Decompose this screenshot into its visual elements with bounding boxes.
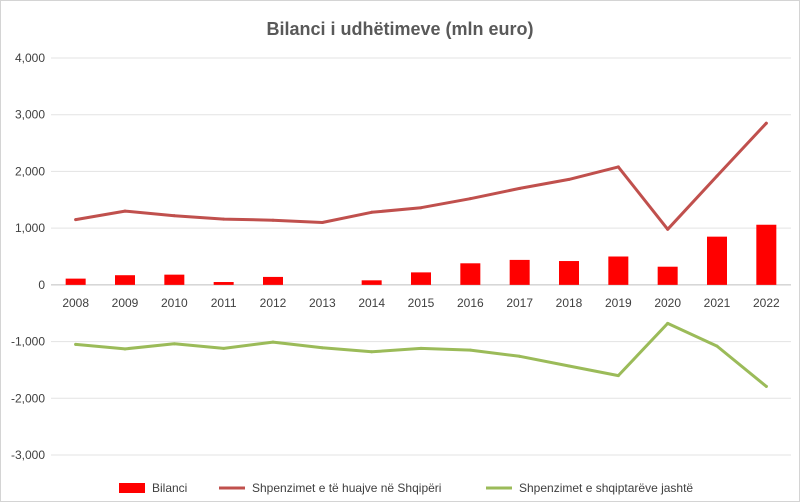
x-tick-label: 2012 [260,296,287,310]
line-point [370,350,374,354]
line-point [518,186,522,190]
x-tick-label: 2011 [211,296,237,310]
line-point [271,340,275,344]
gridlines [51,57,791,456]
line-point [616,374,620,378]
line-point [468,197,472,201]
line-series [74,121,768,388]
x-tick-label: 2010 [161,296,188,310]
y-tick-label: 2,000 [15,164,45,178]
x-tick-label: 2014 [358,296,385,310]
bar-bilanci [411,272,431,285]
bar-bilanci [115,275,135,285]
y-tick-label: -2,000 [11,391,45,405]
line-point [419,206,423,210]
bar-bilanci [164,274,185,285]
line-point [764,384,768,388]
line-point [666,227,670,231]
x-tick-label: 2021 [704,296,731,310]
x-axis: 2008 2009 2010 2011 2012 2013 2014 2015 2016 2017… [62,296,780,310]
y-tick-label: -3,000 [11,448,45,462]
x-tick-label: 2016 [457,296,484,310]
y-tick-label: -1,000 [11,335,45,349]
x-tick-label: 2022 [753,296,780,310]
bar-bilanci [361,280,382,285]
bar-bilanci [460,263,481,285]
legend: Bilanci Shpenzimet e të huajve në Shqipër… [119,481,693,495]
line-point [468,348,472,352]
legend-label: Shpenzimet e të huajve në Shqipëri [252,481,441,495]
x-tick-label: 2017 [506,296,533,310]
line-point [666,321,670,325]
legend-label: Bilanci [152,481,187,495]
line-point [616,165,620,169]
line-point [74,342,78,346]
line-point [320,346,324,350]
y-axis: 4,000 3,000 2,000 1,000 0 -1,000 -2,000 -3,000 [11,51,45,462]
line-point [271,218,275,222]
y-tick-label: 1,000 [15,221,45,235]
y-tick-label: 4,000 [15,51,45,65]
line-albanians-spending [74,321,768,388]
line-point [74,218,78,222]
x-tick-label: 2009 [112,296,139,310]
bar-bilanci [707,236,727,285]
line-point [123,347,127,351]
line-point [172,342,176,346]
line-point [370,210,374,214]
line-point [222,217,226,221]
chart-title: Bilanci i udhëtimeve (mln euro) [266,19,533,39]
x-tick-label: 2018 [556,296,583,310]
line-point [419,346,423,350]
x-tick-label: 2008 [62,296,89,310]
bar-bilanci [756,224,777,285]
bar-series [65,224,777,285]
legend-swatch-bilanci [119,483,145,493]
legend-label: Shpenzimet e shqiptarëve jashtë [519,481,693,495]
bar-bilanci [65,278,86,285]
bar-bilanci [559,261,579,285]
line-point [320,220,324,224]
x-tick-label: 2019 [605,296,632,310]
line-point [764,121,768,125]
line-foreigners-spending [74,121,768,231]
y-tick-label: 0 [38,278,45,292]
x-tick-label: 2020 [654,296,681,310]
bar-bilanci [608,256,629,285]
bar-bilanci [263,276,283,285]
line-point [518,354,522,358]
bar-bilanci [509,259,530,285]
x-tick-label: 2013 [309,296,336,310]
line-point [222,346,226,350]
bar-bilanci [213,282,234,285]
line-point [567,177,571,181]
line-point [715,344,719,348]
line-point [172,214,176,218]
y-tick-label: 3,000 [15,108,45,122]
bar-bilanci [657,266,678,285]
line-point [123,209,127,213]
line-point [567,364,571,368]
line-point [715,174,719,178]
x-tick-label: 2015 [408,296,435,310]
